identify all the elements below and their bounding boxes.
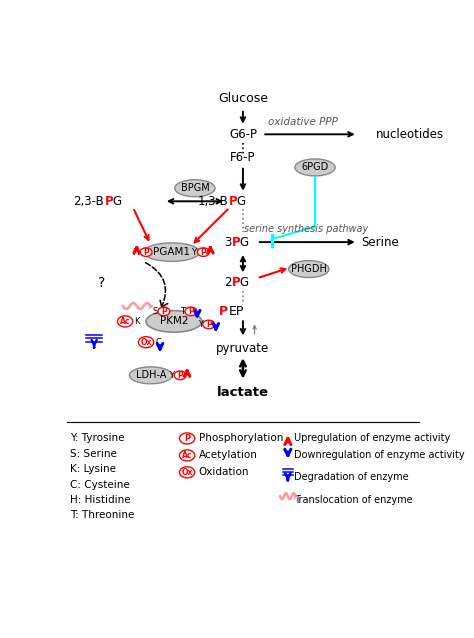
- Ellipse shape: [203, 320, 215, 329]
- Text: P: P: [184, 434, 190, 443]
- FancyArrowPatch shape: [146, 263, 168, 307]
- Ellipse shape: [175, 180, 215, 197]
- Text: Acetylation: Acetylation: [199, 450, 258, 461]
- Text: nucleotides: nucleotides: [375, 128, 444, 141]
- Text: Degradation of enzyme: Degradation of enzyme: [294, 472, 409, 482]
- Text: Oxidation: Oxidation: [199, 468, 249, 477]
- Text: Y: Tyrosine: Y: Tyrosine: [70, 433, 125, 443]
- Text: G: G: [239, 235, 248, 249]
- Ellipse shape: [140, 248, 152, 256]
- Text: G6-P: G6-P: [229, 128, 257, 141]
- Text: PKM2: PKM2: [160, 316, 188, 327]
- Text: Y: Y: [191, 248, 196, 256]
- Text: EP: EP: [229, 305, 245, 318]
- Text: Upregulation of enzyme activity: Upregulation of enzyme activity: [294, 433, 450, 443]
- Text: PGAM1: PGAM1: [153, 247, 190, 257]
- Text: K: Lysine: K: Lysine: [70, 464, 116, 474]
- Text: P: P: [105, 195, 114, 208]
- Text: P: P: [206, 320, 212, 329]
- Ellipse shape: [174, 371, 186, 380]
- Text: P: P: [143, 248, 149, 256]
- Ellipse shape: [180, 433, 195, 444]
- Text: 6PGD: 6PGD: [301, 163, 328, 172]
- Text: BPGM: BPGM: [181, 183, 209, 193]
- Ellipse shape: [158, 307, 170, 316]
- Text: 2,3-B: 2,3-B: [73, 195, 104, 208]
- Text: Translocation of enzyme: Translocation of enzyme: [294, 495, 413, 505]
- Text: P: P: [188, 307, 194, 316]
- Ellipse shape: [138, 337, 154, 348]
- Text: S: S: [153, 307, 158, 316]
- Text: ?: ?: [98, 276, 106, 290]
- Text: P: P: [229, 195, 237, 208]
- Text: serine synthesis pathway: serine synthesis pathway: [244, 225, 368, 234]
- Text: lactate: lactate: [217, 386, 269, 399]
- Ellipse shape: [180, 467, 195, 478]
- Text: F6-P: F6-P: [230, 151, 255, 164]
- Ellipse shape: [198, 248, 210, 256]
- Text: PHGDH: PHGDH: [291, 264, 327, 274]
- Text: H: H: [132, 248, 139, 256]
- Text: P: P: [201, 248, 206, 256]
- Text: oxidative PPP: oxidative PPP: [268, 117, 338, 128]
- Text: LDH-A: LDH-A: [136, 370, 166, 380]
- Ellipse shape: [118, 316, 133, 327]
- Text: T: T: [180, 307, 185, 316]
- Text: S: Serine: S: Serine: [70, 449, 117, 459]
- Text: Ox: Ox: [140, 338, 152, 346]
- Text: Y: Y: [169, 371, 174, 380]
- Text: Ac: Ac: [182, 451, 192, 460]
- Ellipse shape: [295, 159, 335, 176]
- Text: 1,3-B: 1,3-B: [198, 195, 228, 208]
- Ellipse shape: [289, 260, 329, 278]
- Ellipse shape: [144, 243, 200, 262]
- Text: Downregulation of enzyme activity: Downregulation of enzyme activity: [294, 450, 465, 461]
- Text: P: P: [219, 305, 228, 318]
- Text: 3: 3: [224, 235, 231, 249]
- Text: G: G: [236, 195, 245, 208]
- Ellipse shape: [129, 367, 172, 384]
- Text: K: K: [135, 317, 140, 326]
- Text: Phosphorylation: Phosphorylation: [199, 433, 283, 443]
- Text: Serine: Serine: [362, 235, 399, 249]
- Text: T: Threonine: T: Threonine: [70, 510, 135, 521]
- Text: G: G: [239, 276, 248, 290]
- Text: G: G: [112, 195, 121, 208]
- Text: C: Cysteine: C: Cysteine: [70, 480, 130, 489]
- Text: Ox: Ox: [182, 468, 193, 477]
- Text: Y: Y: [198, 320, 202, 329]
- Text: Glucose: Glucose: [218, 92, 268, 105]
- Ellipse shape: [185, 307, 197, 316]
- Text: P: P: [161, 307, 167, 316]
- Text: P: P: [232, 276, 241, 290]
- Ellipse shape: [180, 450, 195, 461]
- Text: C: C: [155, 338, 161, 346]
- Text: 2: 2: [224, 276, 231, 290]
- Text: P: P: [177, 371, 183, 380]
- Text: P: P: [232, 235, 241, 249]
- Text: Ac: Ac: [120, 317, 130, 326]
- Ellipse shape: [146, 311, 202, 332]
- Text: H: Histidine: H: Histidine: [70, 495, 131, 505]
- Text: pyruvate: pyruvate: [216, 342, 270, 355]
